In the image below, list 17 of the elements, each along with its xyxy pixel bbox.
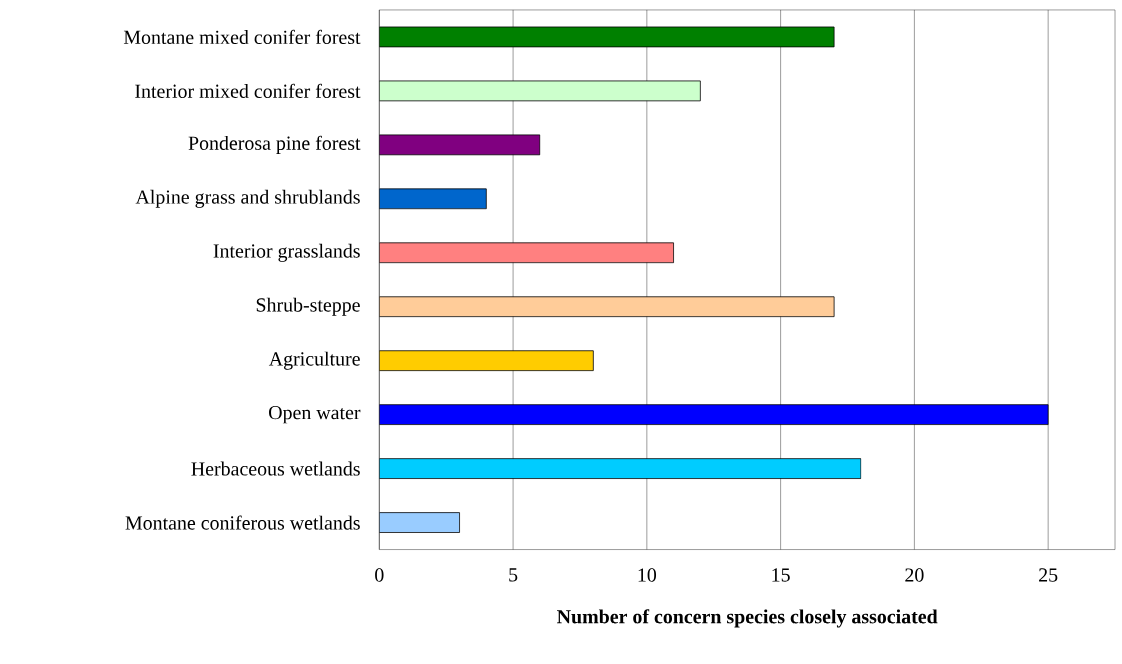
y-tick-label: Interior grasslands <box>213 243 360 262</box>
x-tick-label: 0 <box>375 568 384 582</box>
x-axis-title: Number of concern species closely associated <box>557 609 938 628</box>
x-tick-label: 5 <box>509 568 518 582</box>
y-tick-label: Alpine grass and shrublands <box>135 189 360 208</box>
x-tick-label: 15 <box>772 568 790 582</box>
y-tick-label: Interior mixed conifer forest <box>135 83 361 98</box>
y-tick-label: Open water <box>269 405 361 424</box>
y-tick-label: Agriculture <box>268 351 360 370</box>
y-tick-label: Herbaceous wetlands <box>191 461 360 476</box>
x-tick-label: 25 <box>1039 568 1058 582</box>
x-tick-label: 20 <box>905 568 924 582</box>
y-tick-label: Ponderosa pine forest <box>188 135 361 154</box>
y-tick-label: Shrub-steppe <box>256 297 360 316</box>
y-tick-label: Montane coniferous wetlands <box>125 515 360 530</box>
y-tick-label: Montane mixed conifer forest <box>123 29 361 45</box>
x-tick-label: 10 <box>638 568 657 582</box>
